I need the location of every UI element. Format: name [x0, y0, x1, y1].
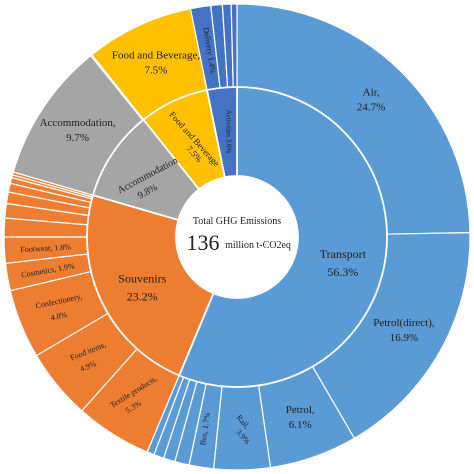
outer-value-air-0: 24.7% — [357, 101, 385, 113]
inner-label-activities: Activities 3.0% — [224, 110, 232, 154]
outer-label-food-and-beverage-23: Food and Beverage, — [112, 49, 201, 61]
center-title: Total GHG Emissions — [193, 216, 281, 227]
outer-label-petrol-direct-1: Petrol(direct), — [373, 317, 435, 329]
inner-label-souvenirs: Souvenirs — [118, 271, 166, 285]
outer-ring — [3, 3, 471, 471]
outer-value-accommodation-21: 9.7% — [66, 132, 89, 144]
outer-value-petrol-2: 6.1% — [289, 419, 312, 431]
outer-label-footwear-1-8-13: Footwear, 1.8% — [20, 242, 71, 254]
inner-value-transport: 56.3% — [327, 265, 358, 279]
center-unit: million t-CO2eq — [225, 240, 291, 251]
inner-slice-souvenirs-1 — [86, 194, 215, 377]
inner-value-souvenirs: 23.2% — [127, 289, 158, 303]
outer-value-petrol-direct-1: 16.9% — [390, 332, 418, 344]
outer-value-confectionery-11: 4.8% — [50, 310, 69, 322]
outer-label-petrol-2: Petrol, — [286, 404, 315, 416]
center-value: 136 — [187, 230, 220, 255]
center-hole — [176, 176, 298, 298]
inner-ring — [86, 86, 388, 388]
outer-label-air-0: Air, — [363, 86, 380, 98]
chart-center: Total GHG Emissions 136 million t-CO2eq — [176, 176, 298, 298]
outer-value-food-and-beverage-23: 7.5% — [145, 64, 168, 76]
inner-label-transport: Transport — [320, 247, 367, 261]
outer-label-accommodation-21: Accommodation, — [40, 117, 116, 129]
